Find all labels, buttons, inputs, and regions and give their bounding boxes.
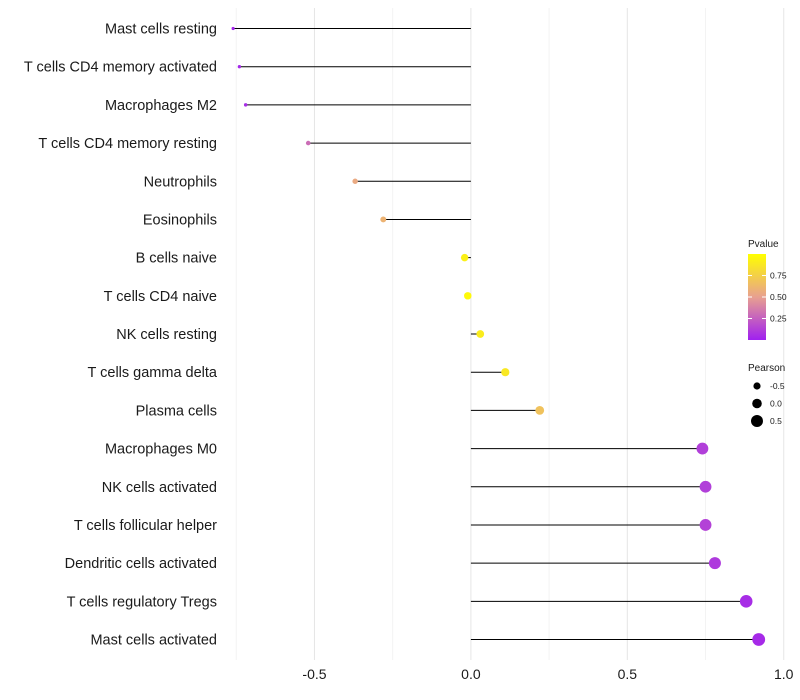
category-labels: Mast cells resting T cells CD4 memory act… xyxy=(24,22,218,649)
data-point xyxy=(352,178,358,184)
data-point xyxy=(237,65,242,69)
category-label: T cells CD4 naive xyxy=(104,289,217,305)
size-legend-label: 0.5 xyxy=(770,416,782,426)
category-label: B cells naive xyxy=(136,251,217,267)
x-axis-ticks: -0.5 0.0 0.5 1.0 xyxy=(302,666,793,682)
data-point xyxy=(696,442,709,455)
stems xyxy=(233,28,759,640)
data-point xyxy=(699,480,712,493)
category-label: Neutrophils xyxy=(144,174,217,190)
pvalue-colorbar xyxy=(748,254,766,340)
category-label: T cells CD4 memory resting xyxy=(38,136,217,152)
pvalue-legend-title: Pvalue xyxy=(748,239,779,250)
category-label: Mast cells activated xyxy=(90,633,217,649)
data-point xyxy=(535,405,545,415)
size-legend-dot xyxy=(751,415,763,427)
x-tick-label: -0.5 xyxy=(302,666,326,682)
pearson-legend-items: -0.5 0.0 0.5 xyxy=(751,381,785,427)
data-point xyxy=(501,368,510,377)
pearson-legend: Pearson -0.5 0.0 0.5 xyxy=(748,363,785,427)
size-legend-dot xyxy=(753,382,761,390)
category-label: Macrophages M0 xyxy=(105,442,217,458)
pearson-legend-title: Pearson xyxy=(748,363,785,374)
data-point xyxy=(739,595,753,608)
points xyxy=(231,26,766,646)
x-tick-label: 1.0 xyxy=(774,666,794,682)
category-label: T cells follicular helper xyxy=(74,518,217,534)
size-legend-dot xyxy=(752,398,762,409)
data-point xyxy=(231,26,235,31)
x-tick-label: 0.5 xyxy=(618,666,638,682)
pvalue-legend: Pvalue 0.75 0.50 0.25 xyxy=(748,239,787,340)
colorbar-tick-label: 0.25 xyxy=(770,314,787,324)
data-point xyxy=(305,140,311,146)
category-label: T cells gamma delta xyxy=(88,365,218,381)
colorbar-tick-label: 0.50 xyxy=(770,292,787,302)
data-point xyxy=(380,216,387,223)
category-label: Macrophages M2 xyxy=(105,98,217,114)
pvalue-colorbar-ticks: 0.75 0.50 0.25 xyxy=(748,271,787,324)
colorbar-tick-label: 0.75 xyxy=(770,271,787,281)
size-legend-label: -0.5 xyxy=(770,381,785,391)
category-label: Mast cells resting xyxy=(105,22,217,38)
size-legend-label: 0.0 xyxy=(770,399,782,409)
category-label: T cells CD4 memory activated xyxy=(24,60,217,76)
data-point xyxy=(476,330,485,338)
x-tick-label: 0.0 xyxy=(461,666,481,682)
data-point xyxy=(243,103,248,107)
category-label: NK cells activated xyxy=(102,480,217,496)
data-point xyxy=(464,292,472,300)
category-label: Eosinophils xyxy=(143,212,217,228)
category-label: T cells regulatory Tregs xyxy=(67,594,217,610)
category-label: NK cells resting xyxy=(116,327,217,343)
data-point xyxy=(708,557,721,570)
data-point xyxy=(699,519,712,531)
category-label: Plasma cells xyxy=(136,403,217,419)
grid-lines xyxy=(235,8,785,660)
data-point xyxy=(752,633,766,646)
category-label: Dendritic cells activated xyxy=(65,556,217,572)
data-point xyxy=(460,253,469,262)
